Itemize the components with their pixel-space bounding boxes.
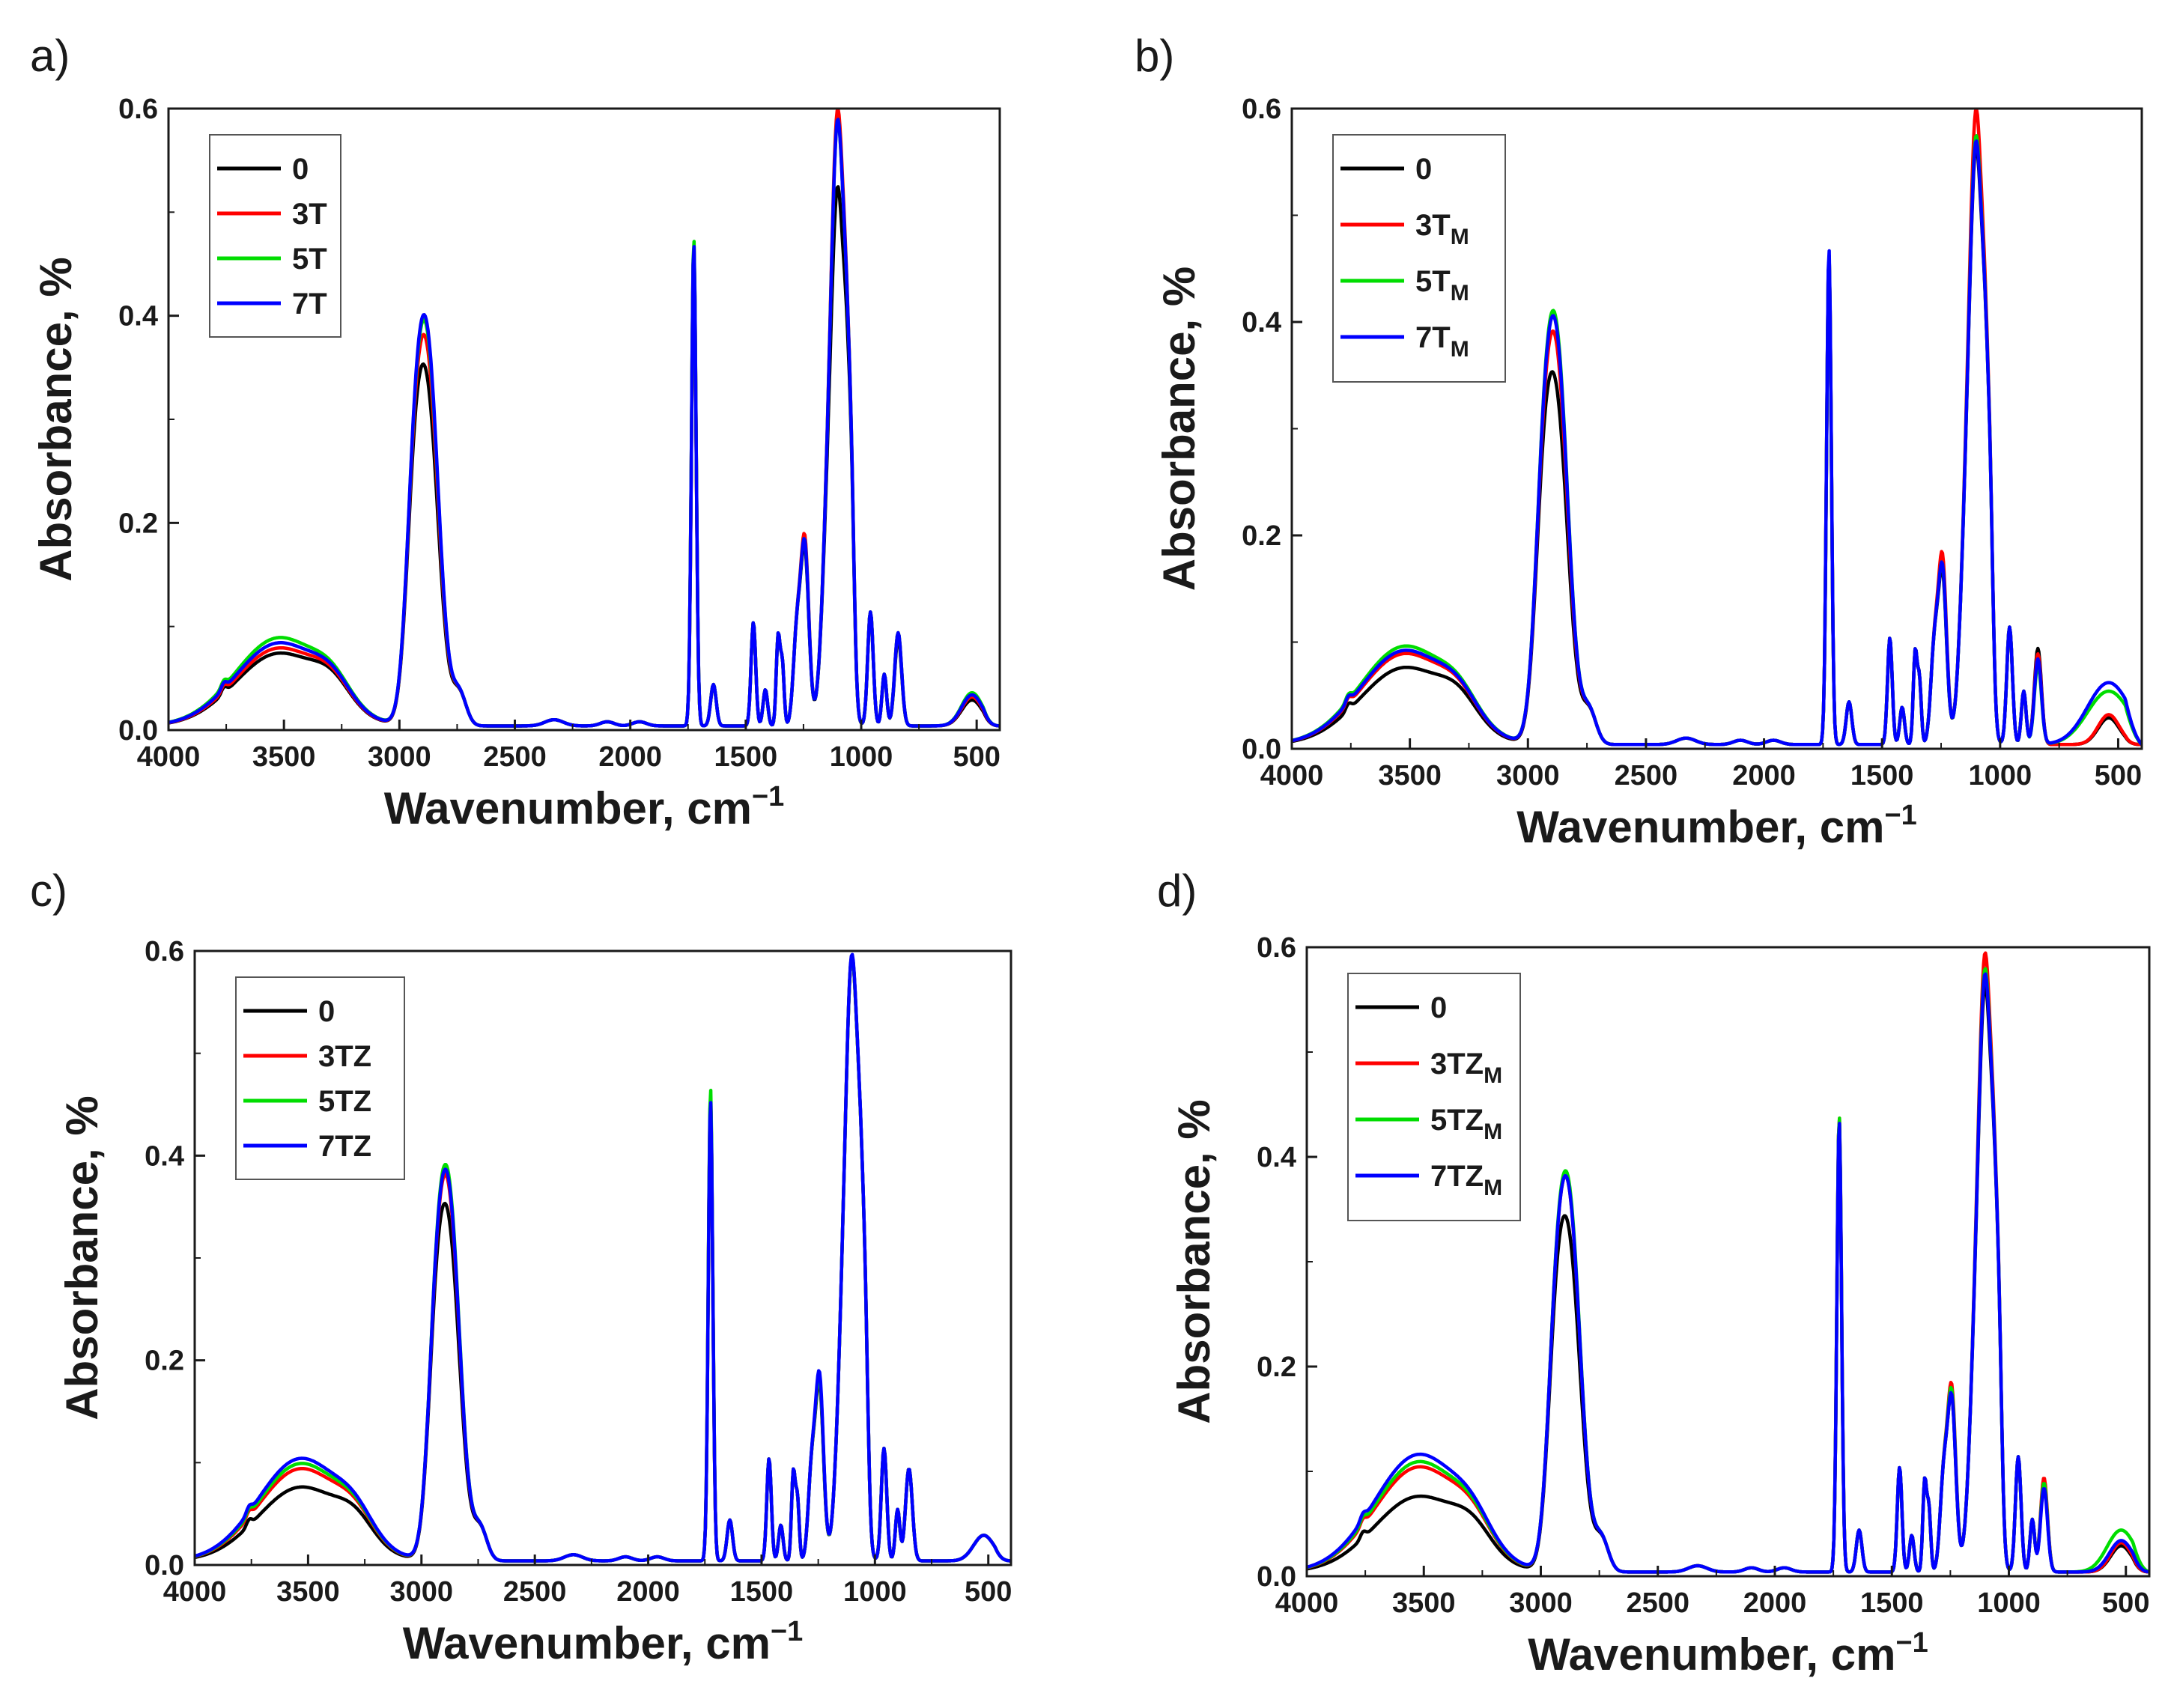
- chart-panel-b: b) 4000 3500 3000 2500 2000 1500 1000 500 0.0 0.2 0…: [1135, 31, 2143, 852]
- y-tick-label: 0.4: [118, 301, 158, 332]
- y-axis-title: Absorbance, %: [1169, 1099, 1219, 1423]
- x-tick-label: 1500: [1850, 760, 1914, 791]
- x-tick-label: 1000: [830, 741, 893, 773]
- panel-label: c): [30, 866, 67, 916]
- chart-panel-c: c) 4000 3500 3000 2500 2000 1500 1000 500 0.0 0.2 0…: [30, 866, 1012, 1668]
- y-tick-label: 0.0: [1257, 1561, 1296, 1593]
- chart-panel-d: d) 4000 3500 3000 2500 2000 1500 1000 500 0.0 0.2 0…: [1157, 866, 2151, 1680]
- x-tick-label: 500: [965, 1576, 1012, 1608]
- y-tick-label: 0.2: [1242, 520, 1281, 552]
- x-tick-label: 500: [953, 741, 1000, 773]
- x-tick-label: 2500: [483, 741, 547, 773]
- x-tick-label: 4000: [1260, 760, 1324, 791]
- y-tick-label: 0.0: [1242, 734, 1281, 765]
- x-tick-label: 3000: [368, 741, 431, 773]
- x-tick-label: 3000: [390, 1576, 454, 1608]
- x-tick-label: 1000: [1977, 1587, 2041, 1619]
- x-tick-label: 4000: [1275, 1587, 1339, 1619]
- x-tick-label: 2000: [616, 1576, 680, 1608]
- legend-label: 0: [318, 995, 335, 1028]
- y-tick-label: 0.6: [118, 94, 158, 125]
- y-tick-label: 0.4: [1242, 307, 1281, 338]
- x-axis-title: Wavenumber, cm−1: [1516, 800, 1917, 852]
- legend-label-subscript: M: [1451, 337, 1469, 362]
- legend-label-subscript: M: [1484, 1063, 1502, 1088]
- y-tick-label: 0.2: [145, 1346, 184, 1377]
- y-tick-label: 0.2: [118, 508, 158, 539]
- legend-label: 5TZ: [318, 1085, 371, 1118]
- x-axis-title: Wavenumber, cm−1: [403, 1616, 804, 1668]
- legend-label: 0: [292, 153, 309, 186]
- legend-box: [1332, 134, 1506, 383]
- y-tick-label: 0.2: [1257, 1352, 1296, 1383]
- y-tick-label: 0.0: [145, 1550, 184, 1581]
- x-tick-label: 2500: [503, 1576, 567, 1608]
- x-axis-title: Wavenumber, cm−1: [1528, 1627, 1928, 1680]
- x-tick-label: 1000: [843, 1576, 907, 1608]
- x-tick-label: 2500: [1615, 760, 1678, 791]
- x-tick-label: 2000: [598, 741, 662, 773]
- legend-label: 3T: [292, 198, 327, 231]
- legend-label: 7T: [292, 288, 327, 320]
- x-tick-label: 3000: [1496, 760, 1560, 791]
- x-tick-label: 4000: [137, 741, 201, 773]
- y-axis-title: Absorbance, %: [1154, 267, 1204, 591]
- x-axis-title-superscript: −1: [1895, 1627, 1928, 1659]
- x-tick-label: 2000: [1743, 1587, 1807, 1619]
- x-tick-label: 3500: [276, 1576, 340, 1608]
- x-tick-label: 3500: [1378, 760, 1442, 791]
- x-tick-label: 4000: [163, 1576, 227, 1608]
- legend: 0 3TZ 5TZ 7TZ: [235, 976, 405, 1180]
- legend-label: 7TZ: [318, 1130, 371, 1163]
- y-tick-label: 0.6: [145, 936, 184, 967]
- x-tick-label: 500: [2102, 1587, 2149, 1619]
- chart-panel-a: a) 4000 3500 3000 2500 2000 1500 1000 500 0.0 0.2 0…: [30, 31, 1001, 833]
- legend-label: 0: [1430, 991, 1447, 1024]
- x-axis-title-superscript: −1: [771, 1616, 803, 1647]
- panel-label: a): [30, 31, 70, 81]
- y-tick-label: 0.4: [1257, 1142, 1296, 1173]
- y-tick-label: 0.4: [145, 1140, 184, 1172]
- x-tick-label: 3000: [1509, 1587, 1573, 1619]
- legend-label: 3TZ: [318, 1040, 371, 1073]
- x-tick-label: 1500: [1860, 1587, 1924, 1619]
- y-axis-title: Absorbance, %: [31, 257, 81, 581]
- x-tick-label: 3500: [1392, 1587, 1456, 1619]
- legend-label-subscript: M: [1484, 1119, 1502, 1144]
- y-axis-title: Absorbance, %: [57, 1095, 107, 1420]
- legend-label-subscript: M: [1451, 281, 1469, 306]
- x-tick-label: 1500: [730, 1576, 794, 1608]
- legend-label-subscript: M: [1484, 1176, 1502, 1200]
- legend-label: 5T: [292, 243, 327, 276]
- x-tick-label: 3500: [252, 741, 316, 773]
- x-tick-label: 2500: [1626, 1587, 1689, 1619]
- x-tick-label: 1500: [714, 741, 778, 773]
- legend-box: [1347, 973, 1521, 1221]
- legend-label-subscript: M: [1451, 225, 1469, 249]
- x-tick-label: 1000: [1969, 760, 2032, 791]
- x-tick-label: 2000: [1732, 760, 1796, 791]
- y-tick-label: 0.6: [1242, 94, 1281, 125]
- x-tick-label: 500: [2095, 760, 2142, 791]
- panel-label: b): [1135, 31, 1174, 81]
- panel-label: d): [1157, 866, 1197, 916]
- x-axis-title-superscript: −1: [1884, 800, 1916, 831]
- x-axis-title-superscript: −1: [752, 781, 784, 812]
- y-tick-label: 0.0: [118, 715, 158, 747]
- legend-label: 0: [1415, 153, 1432, 186]
- x-axis-title: Wavenumber, cm−1: [384, 781, 785, 833]
- y-tick-label: 0.6: [1257, 932, 1296, 964]
- legend: 0 3T 5T 7T: [209, 134, 341, 338]
